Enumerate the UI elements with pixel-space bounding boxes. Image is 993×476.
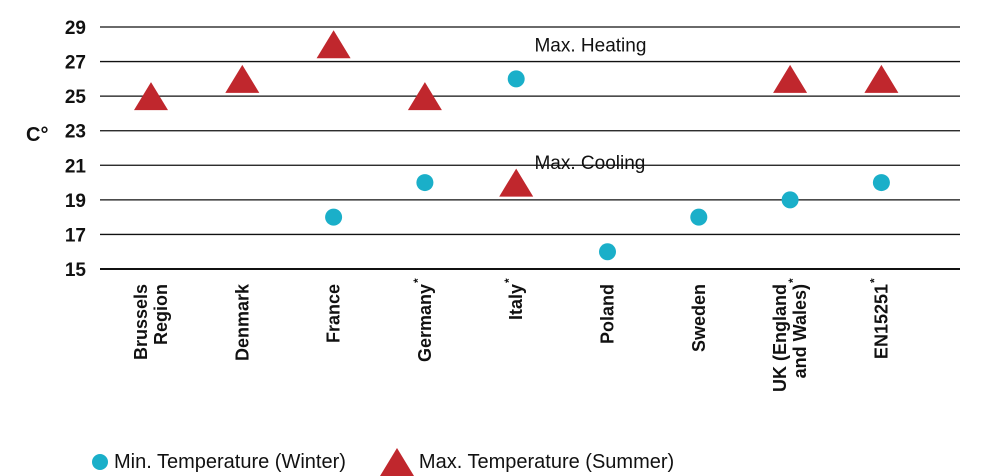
legend-triangle-marker [379,448,414,476]
x-tick-7: UK (England and Wales)* [770,278,810,392]
y-axis-label: C° [26,124,48,146]
x-tick-label: Poland [598,284,618,344]
y-tick-27: 27 [65,53,86,74]
chart: 15 17 19 21 23 25 27 29 C° Brussels Region Denmar… [26,18,960,392]
x-tick-3: Germany* [411,278,435,362]
legend-label-max: Max. Temperature (Summer) [418,450,675,473]
x-tick-label: Sweden [689,284,709,352]
point-min-5 [599,243,616,261]
x-tick-label: UK (England [770,284,790,392]
point-max-0 [134,82,168,111]
x-tick-label: Region [151,284,171,345]
point-min-3 [416,174,434,192]
annotations: Max. Heating Max. Cooling [534,35,646,174]
point-max-2 [316,30,351,59]
x-tick-6: Sweden [689,284,709,352]
y-tick-15: 15 [65,260,87,281]
x-tick-0: Brussels Region [131,284,171,360]
y-tick-25: 25 [65,87,87,108]
x-tick-footnote-mark: * [502,278,516,283]
x-tick-label: EN15251 [871,284,891,359]
y-tick-17: 17 [65,225,86,246]
x-tick-8: EN15251* [867,278,891,359]
data-points [134,30,899,261]
point-max-4 [499,168,534,197]
x-tick-footnote-mark: * [786,278,800,283]
x-tick-label: Italy [506,284,526,320]
point-min-8 [872,174,890,192]
y-tick-21: 21 [65,156,87,177]
point-max-1 [225,64,260,93]
point-min-7 [781,191,799,209]
x-tick-1: Denmark [232,283,252,361]
x-tick-label: Brussels [131,284,151,360]
point-max-8 [864,64,899,93]
x-tick-label: Denmark [232,283,252,361]
point-min-4 [507,70,525,88]
gridlines [100,26,960,270]
point-min-2 [325,208,343,226]
y-tick-23: 23 [65,122,86,143]
legend: Min. Temperature (Winter) Max. Temperatu… [92,448,674,476]
y-tick-29: 29 [65,18,86,39]
legend-circle-marker [92,454,108,470]
annotation-1: Max. Cooling [534,153,645,174]
x-tick-footnote-mark: * [867,278,881,283]
x-tick-4: Italy* [502,278,526,320]
x-tick-label: Germany [415,284,435,362]
x-tick-2: France [324,284,344,343]
x-tick-label: and Wales) [790,284,810,378]
y-tick-19: 19 [65,191,86,212]
point-max-3 [407,82,442,111]
point-min-6 [690,208,708,226]
y-axis-ticks: 15 17 19 21 23 25 27 29 [65,18,87,281]
point-max-7 [773,64,808,93]
legend-label-min: Min. Temperature (Winter) [114,450,346,473]
x-axis-categories: Brussels Region Denmark France Germany*Italy… [131,278,891,392]
x-tick-label: France [324,284,344,343]
x-tick-5: Poland [598,284,618,344]
x-tick-footnote-mark: * [411,278,425,283]
annotation-0: Max. Heating [534,35,646,56]
